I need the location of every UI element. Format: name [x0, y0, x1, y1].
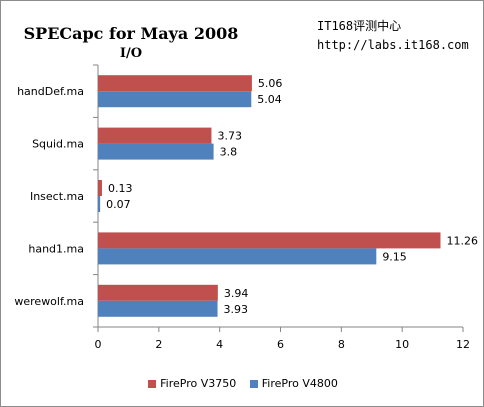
x-tick-label: 2 — [155, 338, 162, 351]
x-tick-label: 10 — [395, 338, 409, 351]
bar-v3750 — [98, 75, 252, 92]
plot-area: 0 2 4 6 8 10 12 handDef.ma 5.06 5.04 Squid.ma 3.73 3… — [14, 64, 478, 351]
data-label: 0.07 — [106, 198, 131, 211]
chart-subtitle: I/O — [120, 46, 142, 61]
legend-swatch-v4800 — [249, 379, 258, 388]
legend-item-v3750: FirePro V3750 — [148, 377, 236, 390]
category-label: handDef.ma — [17, 85, 84, 98]
data-label: 5.06 — [258, 77, 283, 90]
bar-v4800 — [98, 196, 101, 212]
data-label: 5.04 — [257, 93, 282, 106]
bar-v3750 — [98, 127, 212, 144]
x-tick-label: 8 — [338, 338, 345, 351]
category-label: hand1.ma — [28, 242, 84, 255]
bar-v4800 — [98, 300, 218, 317]
legend-item-v4800: FirePro V4800 — [249, 377, 338, 390]
data-label: 3.93 — [224, 303, 249, 316]
category-label: Squid.ma — [32, 138, 84, 151]
data-label: 9.15 — [382, 250, 407, 263]
watermark-brand: IT168评测中心 — [317, 19, 402, 33]
x-tick-label: 0 — [95, 338, 102, 351]
x-tick-label: 4 — [216, 338, 223, 351]
data-label: 11.26 — [446, 234, 478, 247]
x-tick-label: 12 — [456, 338, 470, 351]
legend-label-v4800: FirePro V4800 — [261, 377, 338, 390]
data-label: 0.13 — [108, 182, 132, 195]
legend-swatch-v3750 — [148, 379, 157, 388]
chart-title: SPECapc for Maya 2008 — [24, 24, 239, 43]
bar-v3750 — [98, 284, 218, 301]
data-label: 3.94 — [224, 287, 249, 300]
bar-v4800 — [98, 248, 377, 265]
category-label: werewolf.ma — [14, 295, 84, 308]
legend-label-v3750: FirePro V3750 — [160, 377, 237, 390]
watermark: IT168评测中心 http://labs.it168.com — [317, 17, 469, 55]
watermark-url: http://labs.it168.com — [317, 38, 469, 52]
x-tick-label: 6 — [277, 338, 284, 351]
bar-v3750 — [98, 180, 102, 196]
legend: FirePro V3750 FirePro V4800 — [1, 377, 483, 391]
bar-v4800 — [98, 91, 252, 108]
bar-v3750 — [98, 232, 441, 249]
data-label: 3.8 — [220, 146, 238, 159]
data-label: 3.73 — [217, 130, 242, 143]
bar-v4800 — [98, 143, 214, 160]
category-label: Insect.ma — [30, 190, 84, 203]
